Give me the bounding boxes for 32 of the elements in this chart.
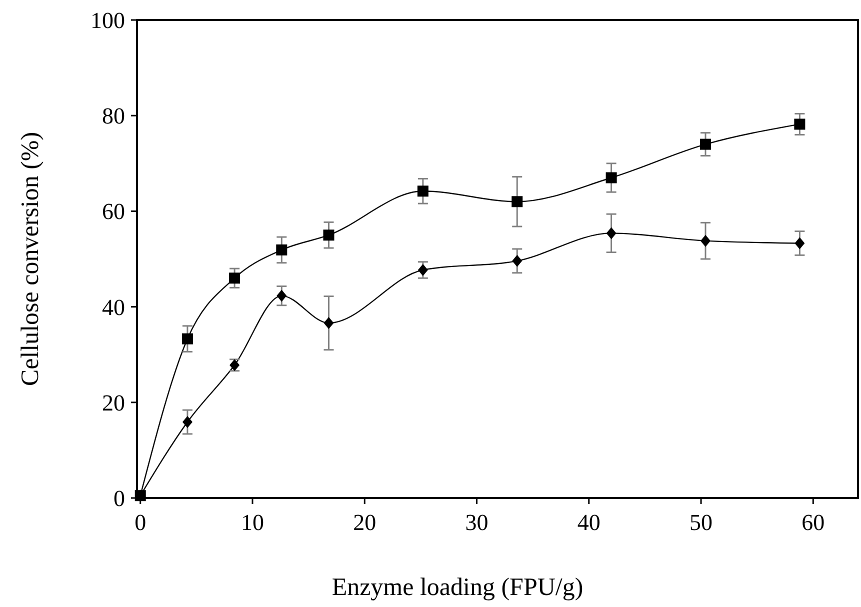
point <box>276 244 288 256</box>
point <box>417 186 428 197</box>
point <box>606 227 616 240</box>
point <box>794 118 806 130</box>
x-axis-title: Enzyme loading (FPU/g) <box>332 574 584 601</box>
point <box>229 272 240 284</box>
y-tick-label: 100 <box>90 8 125 33</box>
x-tick-label: 40 <box>577 510 600 535</box>
point <box>700 234 710 247</box>
point <box>700 138 711 150</box>
y-tick-label: 0 <box>114 486 125 511</box>
point <box>512 254 522 267</box>
y-axis-title: Cellulose conversion (%) <box>17 132 44 386</box>
point <box>276 290 287 302</box>
point <box>606 172 617 184</box>
x-tick-label: 30 <box>465 510 488 535</box>
point <box>324 317 334 330</box>
x-tick-label: 50 <box>690 510 713 535</box>
point <box>182 416 192 428</box>
y-tick-label: 40 <box>102 294 125 320</box>
x-tick-label: 10 <box>240 510 264 535</box>
x-tick-label: 0 <box>134 510 146 535</box>
y-tick-label: 80 <box>102 104 125 129</box>
x-tick-label: 20 <box>353 510 376 535</box>
point <box>512 196 523 208</box>
point <box>182 333 193 344</box>
y-tick-label: 20 <box>102 390 125 416</box>
y-tick-label: 60 <box>102 199 125 224</box>
point <box>323 230 334 241</box>
point <box>418 264 428 276</box>
point <box>794 237 805 250</box>
x-tick-label: 60 <box>802 510 825 535</box>
